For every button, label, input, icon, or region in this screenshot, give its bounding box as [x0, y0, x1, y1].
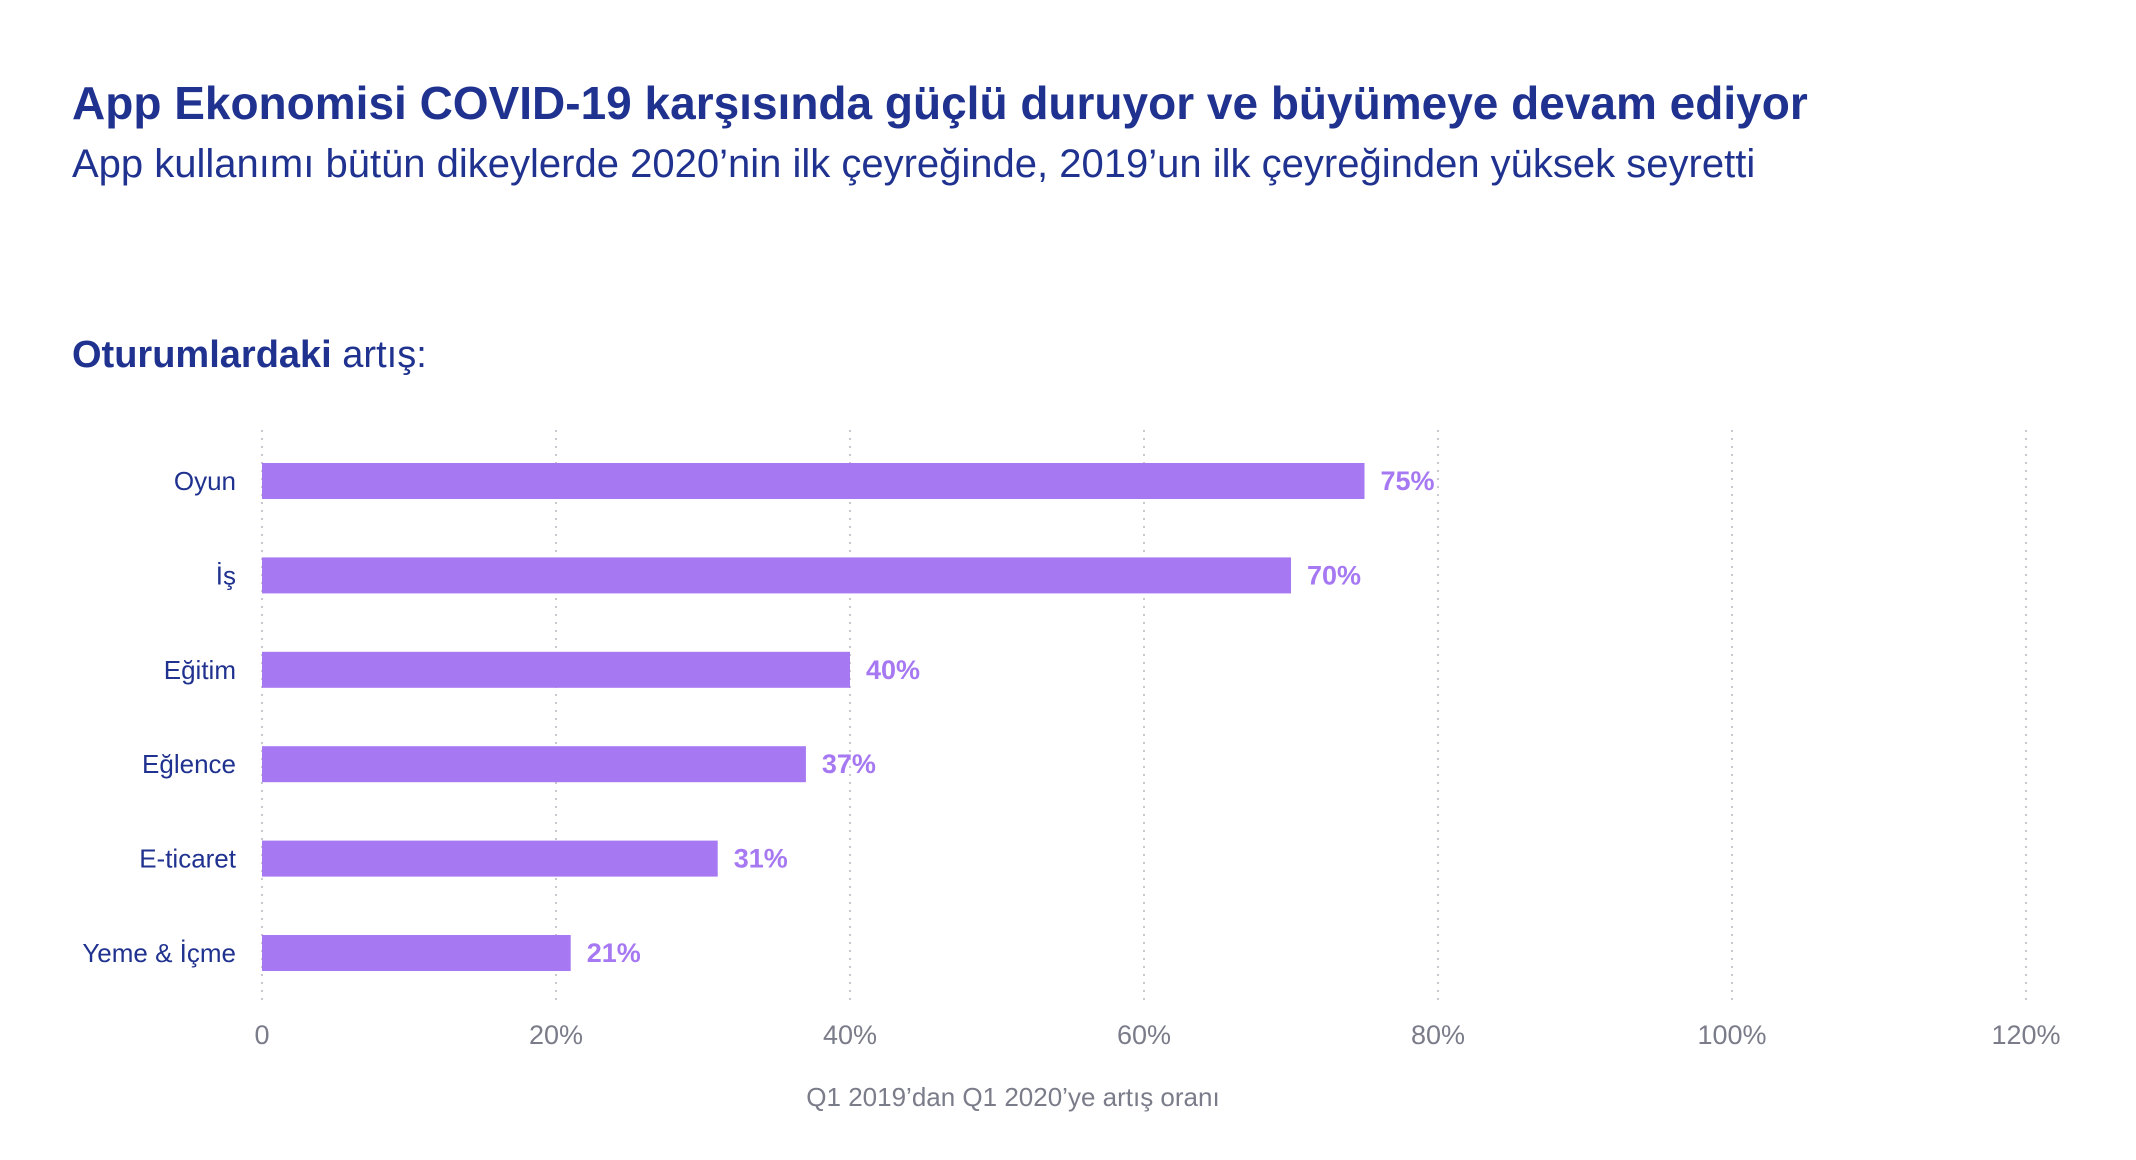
category-label: Yeme & İçme: [82, 938, 236, 968]
section-heading-bold: Oturumlardaki: [72, 334, 332, 376]
value-label: 75%: [1381, 466, 1435, 496]
bar: [262, 746, 806, 783]
section-heading: Oturumlardaki artış:: [72, 334, 427, 377]
bar: [262, 463, 1365, 499]
category-label: Eğitim: [164, 655, 236, 685]
category-label: E-ticaret: [139, 844, 237, 874]
x-tick-label: 60%: [1117, 1020, 1171, 1050]
chart-title: App Ekonomisi COVID-19 karşısında güçlü …: [72, 77, 1808, 129]
bar: [262, 651, 850, 688]
value-label: 70%: [1307, 560, 1361, 590]
section-heading-rest: artış:: [331, 334, 427, 376]
category-label: İş: [216, 560, 236, 590]
value-label: 21%: [587, 938, 641, 968]
value-label: 40%: [866, 655, 920, 685]
value-label: 31%: [734, 844, 788, 874]
category-label: Eğlence: [142, 749, 236, 779]
x-axis-title: Q1 2019’dan Q1 2020’ye artış oranı: [806, 1082, 1219, 1112]
x-tick-label: 0: [254, 1020, 269, 1050]
bar: [262, 840, 718, 877]
value-label: 37%: [822, 749, 876, 779]
bar: [262, 935, 571, 971]
x-tick-label: 40%: [823, 1020, 877, 1050]
bar: [262, 557, 1291, 594]
x-tick-label: 120%: [1991, 1020, 2060, 1050]
x-tick-label: 20%: [529, 1020, 583, 1050]
x-tick-label: 80%: [1411, 1020, 1465, 1050]
chart-subtitle: App kullanımı bütün dikeylerde 2020’nin …: [72, 142, 1756, 186]
x-tick-label: 100%: [1697, 1020, 1766, 1050]
category-label: Oyun: [174, 466, 236, 496]
